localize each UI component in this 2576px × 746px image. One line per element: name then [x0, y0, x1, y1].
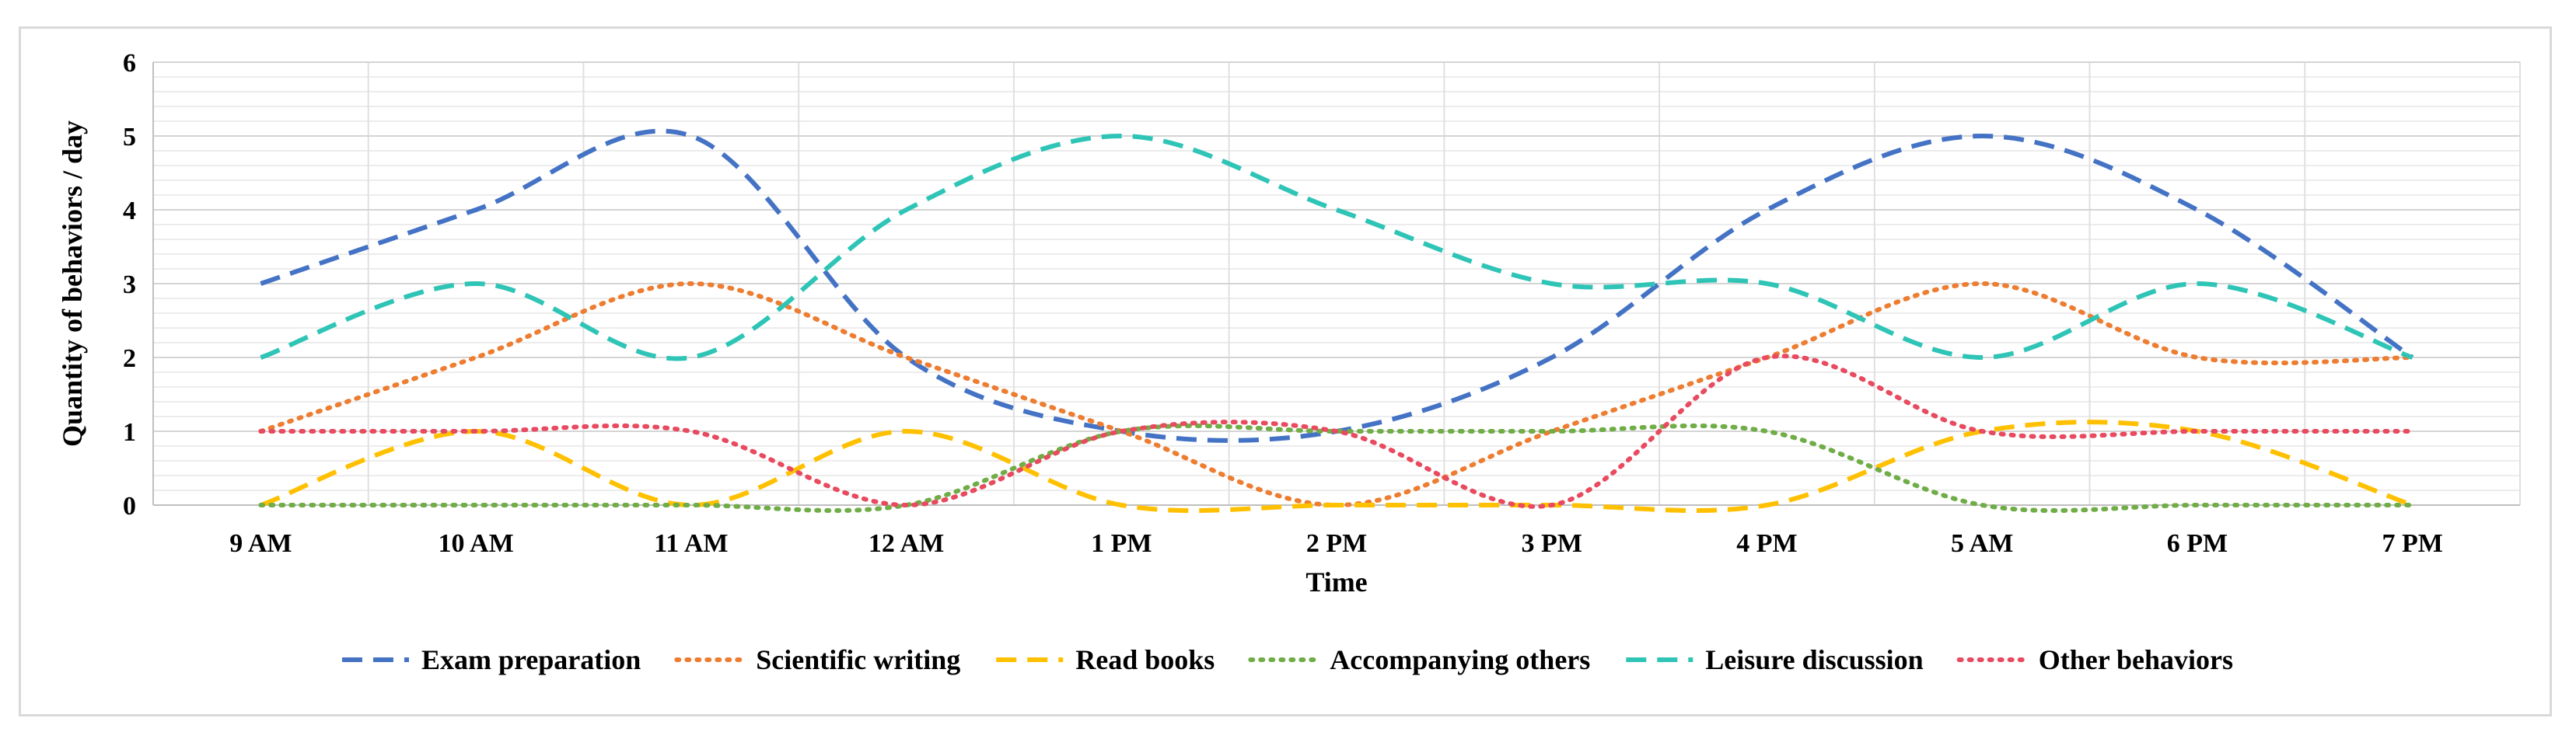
- legend-item-leisure-discussion: Leisure discussion: [1626, 644, 1924, 675]
- x-axis-title: Time: [1305, 566, 1367, 598]
- x-tick-label: 3 PM: [1522, 529, 1582, 558]
- x-tick-label: 10 AM: [438, 529, 513, 558]
- y-tick-label: 6: [123, 49, 136, 78]
- series-line-leisure-discussion: [260, 133, 2413, 361]
- x-tick-label: 4 PM: [1736, 529, 1797, 558]
- legend-item-scientific-writing: Scientific writing: [674, 644, 960, 675]
- legend-item-read-books: Read books: [996, 644, 1215, 675]
- series-layer: [258, 128, 2415, 514]
- legend-label: Other behaviors: [2039, 644, 2233, 675]
- y-tick-labels: 0 1 2 3 4 5 6: [123, 49, 136, 521]
- legend-item-exam-preparation: Exam preparation: [341, 644, 641, 675]
- x-tick-label: 1 PM: [1091, 529, 1152, 558]
- legend-item-other-behaviors: Other behaviors: [1956, 644, 2233, 675]
- series-line-other-behaviors: [258, 354, 2415, 509]
- x-tick-label: 2 PM: [1306, 529, 1367, 558]
- legend-label: Leisure discussion: [1705, 644, 1923, 675]
- y-tick-label: 3: [123, 270, 136, 299]
- x-tick-label: 5 AM: [1951, 529, 2013, 558]
- x-tick-label: 12 AM: [869, 529, 944, 558]
- legend-label: Scientific writing: [756, 644, 960, 675]
- legend-label: Read books: [1075, 644, 1215, 675]
- chart-frame: 0 1 2 3 4 5 6 9 AM 10 AM 11 AM 12 AM 1 PM 2 PM 3 PM 4…: [19, 26, 2552, 716]
- y-tick-label: 4: [123, 197, 136, 225]
- y-tick-label: 1: [123, 418, 136, 447]
- x-tick-label: 11 AM: [654, 529, 728, 558]
- major-gridlines: [153, 61, 2520, 506]
- legend-label: Exam preparation: [421, 644, 641, 675]
- series-line-read-books: [260, 420, 2413, 514]
- legend-label: Accompanying others: [1330, 644, 1590, 675]
- x-tick-labels: 9 AM 10 AM 11 AM 12 AM 1 PM 2 PM 3 PM 4 PM 5 AM 6…: [229, 529, 2443, 558]
- x-tick-label: 7 PM: [2382, 529, 2442, 558]
- y-tick-label: 5: [123, 123, 136, 152]
- x-tick-label: 6 PM: [2167, 529, 2228, 558]
- legend-item-accompanying-others: Accompanying others: [1248, 644, 1590, 675]
- line-chart: 0 1 2 3 4 5 6 9 AM 10 AM 11 AM 12 AM 1 PM 2 PM 3 PM 4…: [57, 49, 2521, 675]
- y-axis-title: Quantity of behaviors / day: [57, 120, 88, 447]
- x-tick-label: 9 AM: [229, 529, 292, 558]
- y-tick-label: 2: [123, 344, 136, 373]
- legend: Exam preparation Scientific writing Read b…: [341, 644, 2233, 675]
- y-tick-label: 0: [123, 492, 136, 521]
